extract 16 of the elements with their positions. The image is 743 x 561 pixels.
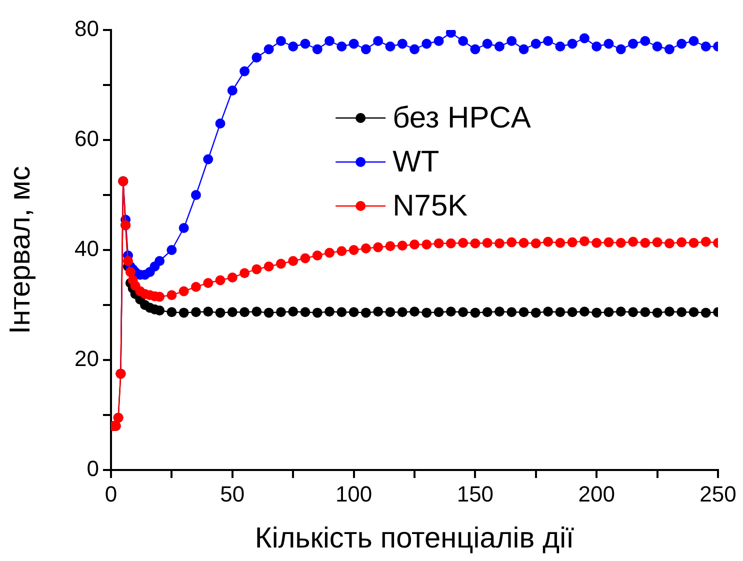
legend-label: без HPCA [392, 101, 531, 134]
x-tick-label: 200 [578, 481, 615, 506]
legend-label: N75K [392, 189, 468, 222]
y-tick-label: 60 [74, 126, 99, 152]
x-tick-label: 150 [456, 481, 494, 506]
y-tick-label: 80 [74, 16, 99, 42]
y-tick-label: 20 [74, 346, 99, 372]
x-tick-label: 50 [220, 481, 245, 506]
x-axis-title: Кількість потенціалів дії [254, 522, 574, 555]
x-tick-label: 100 [335, 481, 372, 506]
y-tick-label: 40 [74, 236, 99, 262]
legend-label: WT [392, 145, 440, 178]
x-tick-label: 250 [700, 481, 736, 506]
y-axis-title: Інтервал, мс [4, 166, 36, 334]
y-tick-label: 0 [86, 456, 99, 482]
x-tick-label: 0 [104, 481, 118, 506]
